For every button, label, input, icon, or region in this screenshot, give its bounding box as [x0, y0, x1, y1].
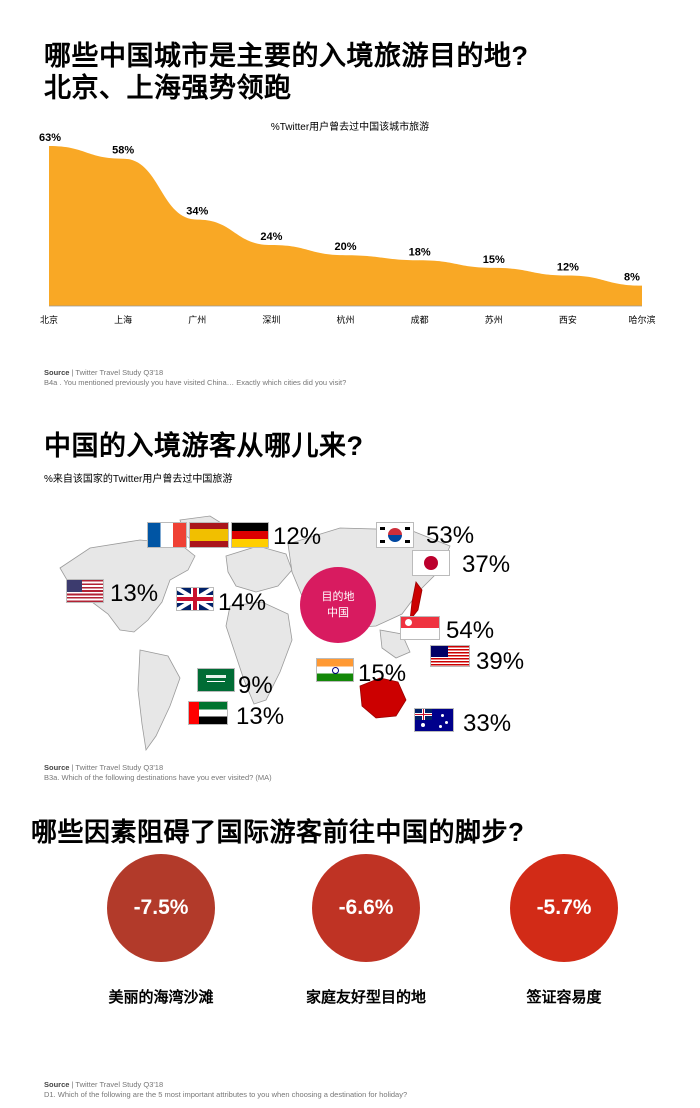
factor-bubble-1: -6.6% [312, 854, 420, 962]
data-label-0: 63% [39, 132, 61, 144]
pct-india: 15% [358, 660, 407, 687]
flag-singapore [400, 616, 440, 640]
destination-china-bubble: 目的地 中国 [300, 567, 376, 643]
tick-label-1: 上海 [114, 314, 132, 326]
section1-title-line2: 北京、上海强势领跑 [44, 73, 292, 103]
section3-source-text: | Twitter Travel Study Q3'18 [69, 1080, 164, 1089]
flag-uae [188, 701, 228, 725]
pct-saudi-arabia: 9% [238, 672, 273, 699]
factor-label-1: 家庭友好型目的地 [305, 989, 426, 1006]
flag-saudi-arabia [197, 668, 235, 692]
map-australia [359, 677, 407, 719]
flag-japan [412, 550, 450, 576]
section2-source-note: B3a. Which of the following destinations… [44, 773, 272, 782]
map-south-america [137, 649, 181, 752]
tick-label-4: 杭州 [336, 314, 354, 326]
data-label-6: 15% [483, 254, 505, 266]
pct-uk: 14% [218, 589, 267, 616]
flag-france [147, 522, 187, 548]
data-label-3: 24% [260, 231, 282, 243]
flag-india [316, 658, 354, 682]
section2-source-text: | Twitter Travel Study Q3'18 [69, 763, 164, 772]
chart-title: %Twitter用户曾去过中国该城市旅游 [270, 122, 430, 133]
area-series [49, 146, 642, 306]
pct-europe: 12% [273, 523, 322, 550]
data-label-2: 34% [186, 206, 208, 218]
flag-uk [176, 587, 214, 611]
section2-source-label: Source [44, 763, 70, 772]
pct-uae: 13% [236, 703, 285, 730]
data-label-5: 18% [409, 246, 431, 258]
flag-germany [231, 522, 269, 548]
section2-subtitle: %来自该国家的Twitter用户曾去过中国旅游 [44, 474, 233, 485]
pct-japan: 37% [462, 551, 511, 578]
section3-title: 哪些因素阻碍了国际游客前往中国的脚步? [31, 817, 525, 847]
map-europe [225, 545, 293, 593]
section2-source: Source | Twitter Travel Study Q3'18 B3a.… [44, 763, 684, 783]
flag-malaysia [430, 645, 470, 667]
factor-bubble-2: -5.7% [510, 854, 618, 962]
section1-source-text: | Twitter Travel Study Q3'18 [69, 368, 164, 377]
factor-bubble-0: -7.5% [107, 854, 215, 962]
factor-label-0: 美丽的海湾沙滩 [108, 989, 214, 1006]
pct-australia: 33% [463, 710, 512, 737]
tick-label-0: 北京 [40, 314, 58, 326]
pct-usa: 13% [110, 580, 159, 607]
section2-title: 中国的入境游客从哪儿来? [44, 431, 364, 461]
tick-label-5: 成都 [411, 314, 429, 326]
destination-label-line1: 目的地 [321, 591, 355, 603]
flag-korea [376, 522, 414, 548]
map-japan [409, 581, 423, 622]
section3-source: Source | Twitter Travel Study Q3'18 D1. … [44, 1080, 684, 1100]
tick-label-6: 苏州 [485, 314, 503, 326]
tick-label-2: 广州 [188, 314, 206, 326]
flag-australia [414, 708, 454, 732]
section1-title-line1: 哪些中国城市是主要的入境旅游目的地? [44, 41, 529, 71]
tick-label-8: 哈尔滨 [628, 314, 655, 326]
area-chart: 63% 北京 58% 上海 34% 广州 24% 深圳 20% 杭州 18% 成都 15% 苏州 12% 西安… [39, 132, 656, 326]
data-label-4: 20% [334, 241, 356, 253]
section1-source: Source | Twitter Travel Study Q3'18 B4a … [44, 368, 684, 388]
factor-label-2: 签证容易度 [526, 989, 602, 1006]
data-label-7: 12% [557, 262, 579, 274]
pct-korea: 53% [426, 522, 475, 549]
map-africa [225, 601, 293, 705]
section3-source-note: D1. Which of the following are the 5 mos… [44, 1090, 408, 1099]
data-label-1: 58% [112, 145, 134, 157]
tick-label-3: 深圳 [262, 315, 280, 326]
data-label-8: 8% [624, 272, 640, 284]
destination-label-line2: 中国 [327, 607, 349, 619]
pct-singapore: 54% [446, 617, 495, 644]
tick-label-7: 西安 [559, 314, 577, 326]
flag-usa [66, 579, 104, 603]
section1-title: 哪些中国城市是主要的入境旅游目的地? 北京、上海强势领跑 [44, 40, 684, 104]
section1-source-label: Source [44, 368, 70, 377]
section3-source-label: Source [44, 1080, 70, 1089]
section1-source-note: B4a . You mentioned previously you have … [44, 378, 347, 387]
flag-spain [189, 522, 229, 548]
pct-malaysia: 39% [476, 648, 525, 675]
